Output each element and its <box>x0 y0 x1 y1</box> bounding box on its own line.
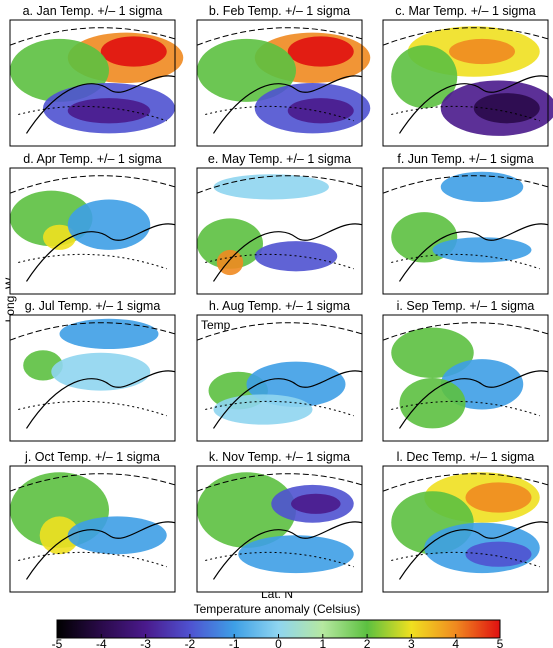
map-panel: l. Dec Temp. +/– 1 sigma <box>382 450 549 593</box>
map-frame <box>382 19 549 147</box>
coastline <box>25 521 176 580</box>
map-frame <box>196 167 363 295</box>
colorbar-tick-label: 0 <box>275 637 282 648</box>
colorbar-tick-label: -2 <box>185 637 196 648</box>
anomaly-field <box>197 472 296 548</box>
anomaly-field <box>59 318 159 350</box>
coastline <box>212 370 363 429</box>
contour <box>382 27 549 46</box>
map-panel: e. May Temp. +/– 1 sigma <box>196 152 363 295</box>
anomaly-field <box>432 237 532 263</box>
anomaly-field <box>287 36 354 67</box>
panel-title: e. May Temp. +/– 1 sigma <box>208 152 351 166</box>
anomaly-field <box>100 36 167 67</box>
anomaly-field <box>399 378 466 429</box>
anomaly-field <box>465 541 532 567</box>
panel-title: i. Sep Temp. +/– 1 sigma <box>397 299 535 313</box>
anomaly-field <box>197 38 296 102</box>
anomaly-field <box>391 45 458 109</box>
coastline <box>25 223 176 282</box>
anomaly-field <box>449 38 515 65</box>
map-frame <box>196 314 363 442</box>
map-frame <box>9 465 176 593</box>
colorbar-title: Temperature anomaly (Celsius) <box>194 602 361 616</box>
panel-title: a. Jan Temp. +/– 1 sigma <box>23 4 163 18</box>
coastline <box>212 521 363 580</box>
anomaly-field <box>43 224 76 250</box>
contour <box>196 27 363 46</box>
anomaly-field <box>213 174 329 200</box>
panel-title: f. Jun Temp. +/– 1 sigma <box>397 152 533 166</box>
panel-title: h. Aug Temp. +/– 1 sigma <box>209 299 350 313</box>
anomaly-field <box>197 218 263 269</box>
panel-title: g. Jul Temp. +/– 1 sigma <box>25 299 161 313</box>
coastline <box>25 75 176 134</box>
coastline <box>212 223 363 282</box>
map-frame <box>382 314 549 442</box>
anomaly-field <box>391 327 474 378</box>
contour <box>9 473 176 492</box>
anomaly-field <box>465 482 532 513</box>
contour <box>196 175 363 194</box>
panel-title: l. Dec Temp. +/– 1 sigma <box>397 450 535 464</box>
anomaly-field <box>213 394 313 425</box>
coastline <box>398 521 549 580</box>
contour <box>196 322 363 341</box>
map-panel: f. Jun Temp. +/– 1 sigma <box>382 152 549 295</box>
map-panel: a. Jan Temp. +/– 1 sigma <box>9 4 184 147</box>
anomaly-field <box>51 352 151 391</box>
anomaly-field <box>291 493 341 514</box>
panel-annotation: Temp <box>201 318 231 332</box>
colorbar-tick-label: 1 <box>319 637 326 648</box>
map-panel: h. Aug Temp. +/– 1 sigma Temp <box>196 299 363 442</box>
anomaly-field <box>67 199 151 250</box>
panel-title: c. Mar Temp. +/– 1 sigma <box>395 4 535 18</box>
contour <box>9 27 176 46</box>
colorbar-tick-label: 4 <box>452 637 459 648</box>
panel-title: d. Apr Temp. +/– 1 sigma <box>23 152 161 166</box>
coastline <box>398 75 549 134</box>
colorbar-tick-label: 2 <box>364 637 371 648</box>
map-frame <box>9 167 176 295</box>
colorbar-tick-label: 3 <box>408 637 415 648</box>
anomaly-field <box>440 171 524 203</box>
colorbar-tick-label: 5 <box>497 637 504 648</box>
anomaly-field <box>67 516 167 555</box>
map-panel: c. Mar Temp. +/– 1 sigma <box>382 4 553 147</box>
contour <box>196 473 363 492</box>
colorbar-tick-label: -5 <box>52 637 63 648</box>
map-panel: j. Oct Temp. +/– 1 sigma <box>9 450 176 593</box>
map-panel: b. Feb Temp. +/– 1 sigma <box>196 4 371 147</box>
contour <box>382 175 549 194</box>
map-frame <box>9 19 176 147</box>
contour <box>382 473 549 492</box>
coastline <box>212 75 363 134</box>
map-frame <box>196 465 363 593</box>
panel-title: b. Feb Temp. +/– 1 sigma <box>209 4 350 18</box>
coastline <box>25 370 176 429</box>
colorbar-tick-label: -1 <box>229 637 240 648</box>
map-panel: i. Sep Temp. +/– 1 sigma <box>382 299 549 442</box>
map-panel: g. Jul Temp. +/– 1 sigma <box>9 299 176 442</box>
coastline <box>398 223 549 282</box>
panel-title: j. Oct Temp. +/– 1 sigma <box>24 450 160 464</box>
contour <box>9 322 176 341</box>
map-frame <box>196 19 363 147</box>
map-frame <box>9 314 176 442</box>
coastline <box>398 370 549 429</box>
anomaly-field <box>473 93 540 124</box>
map-frame <box>382 465 549 593</box>
anomaly-field <box>39 516 80 555</box>
colorbar-tick-label: -3 <box>140 637 151 648</box>
contour <box>9 175 176 194</box>
anomaly-field <box>67 98 151 124</box>
panel-title: k. Nov Temp. +/– 1 sigma <box>209 450 350 464</box>
map-frame <box>382 167 549 295</box>
contour <box>382 322 549 341</box>
colorbar-tick-label: -4 <box>96 637 107 648</box>
map-panel: k. Nov Temp. +/– 1 sigma <box>196 450 363 593</box>
map-panel: d. Apr Temp. +/– 1 sigma <box>9 152 176 295</box>
anomaly-field <box>287 98 354 124</box>
